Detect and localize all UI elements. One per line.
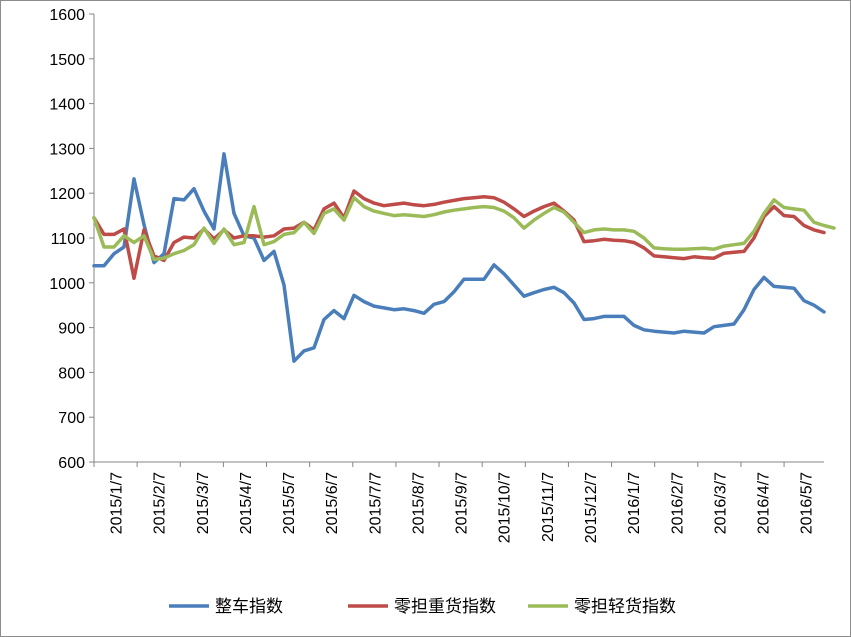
x-tick-label: 2015/9/7 — [454, 472, 471, 534]
series-line-1 — [92, 152, 826, 363]
series-line-2 — [92, 189, 826, 281]
x-tick-label: 2016/3/7 — [712, 472, 729, 534]
legend: 整车指数 零担重货指数 零担轻货指数 — [169, 597, 676, 617]
x-tick-label: 2016/2/7 — [669, 472, 686, 534]
x-tick-label: 2015/6/7 — [324, 472, 341, 534]
y-tick-label: 1500 — [49, 52, 85, 69]
series-line-3 — [92, 195, 836, 262]
legend-label-2: 零担重货指数 — [394, 597, 496, 617]
y-tick-label: 1200 — [49, 186, 85, 203]
x-axis-ticks: 2015/1/7 2015/2/7 2015/3/7 2015/4/7 2015/5/7… — [93, 462, 816, 543]
series-lines — [92, 152, 836, 363]
legend-label-3: 零担轻货指数 — [574, 597, 676, 617]
x-tick-label: 2015/1/7 — [109, 472, 126, 534]
x-tick-label: 2015/8/7 — [410, 472, 427, 534]
x-tick-label: 2015/2/7 — [152, 472, 169, 534]
y-tick-label: 900 — [58, 321, 85, 338]
x-tick-label: 2015/3/7 — [195, 472, 212, 534]
x-tick-label: 2016/4/7 — [756, 472, 773, 534]
y-tick-label: 800 — [58, 365, 85, 382]
legend-label-1: 整车指数 — [215, 597, 283, 617]
x-tick-label: 2015/10/7 — [497, 472, 514, 543]
x-tick-label: 2016/1/7 — [626, 472, 643, 534]
x-tick-label: 2015/11/7 — [540, 472, 557, 542]
y-tick-label: 1100 — [51, 231, 86, 248]
x-tick-label: 2015/4/7 — [238, 472, 255, 534]
y-tick-label: 600 — [58, 455, 85, 472]
y-tick-label: 700 — [58, 410, 85, 427]
x-tick-label: 2015/7/7 — [367, 472, 384, 534]
y-tick-label: 1400 — [49, 97, 85, 114]
x-tick-label: 2015/5/7 — [281, 472, 298, 534]
x-tick-label: 2016/5/7 — [799, 472, 816, 534]
y-tick-label: 1000 — [49, 276, 85, 293]
y-tick-label: 1300 — [49, 141, 85, 158]
y-tick-label: 1600 — [49, 7, 85, 24]
y-axis-ticks: 600 700 800 900 1000 1100 1200 1300 1400 1500 1600 — [49, 7, 94, 472]
x-tick-label: 2015/12/7 — [583, 472, 600, 543]
axes — [93, 14, 824, 463]
